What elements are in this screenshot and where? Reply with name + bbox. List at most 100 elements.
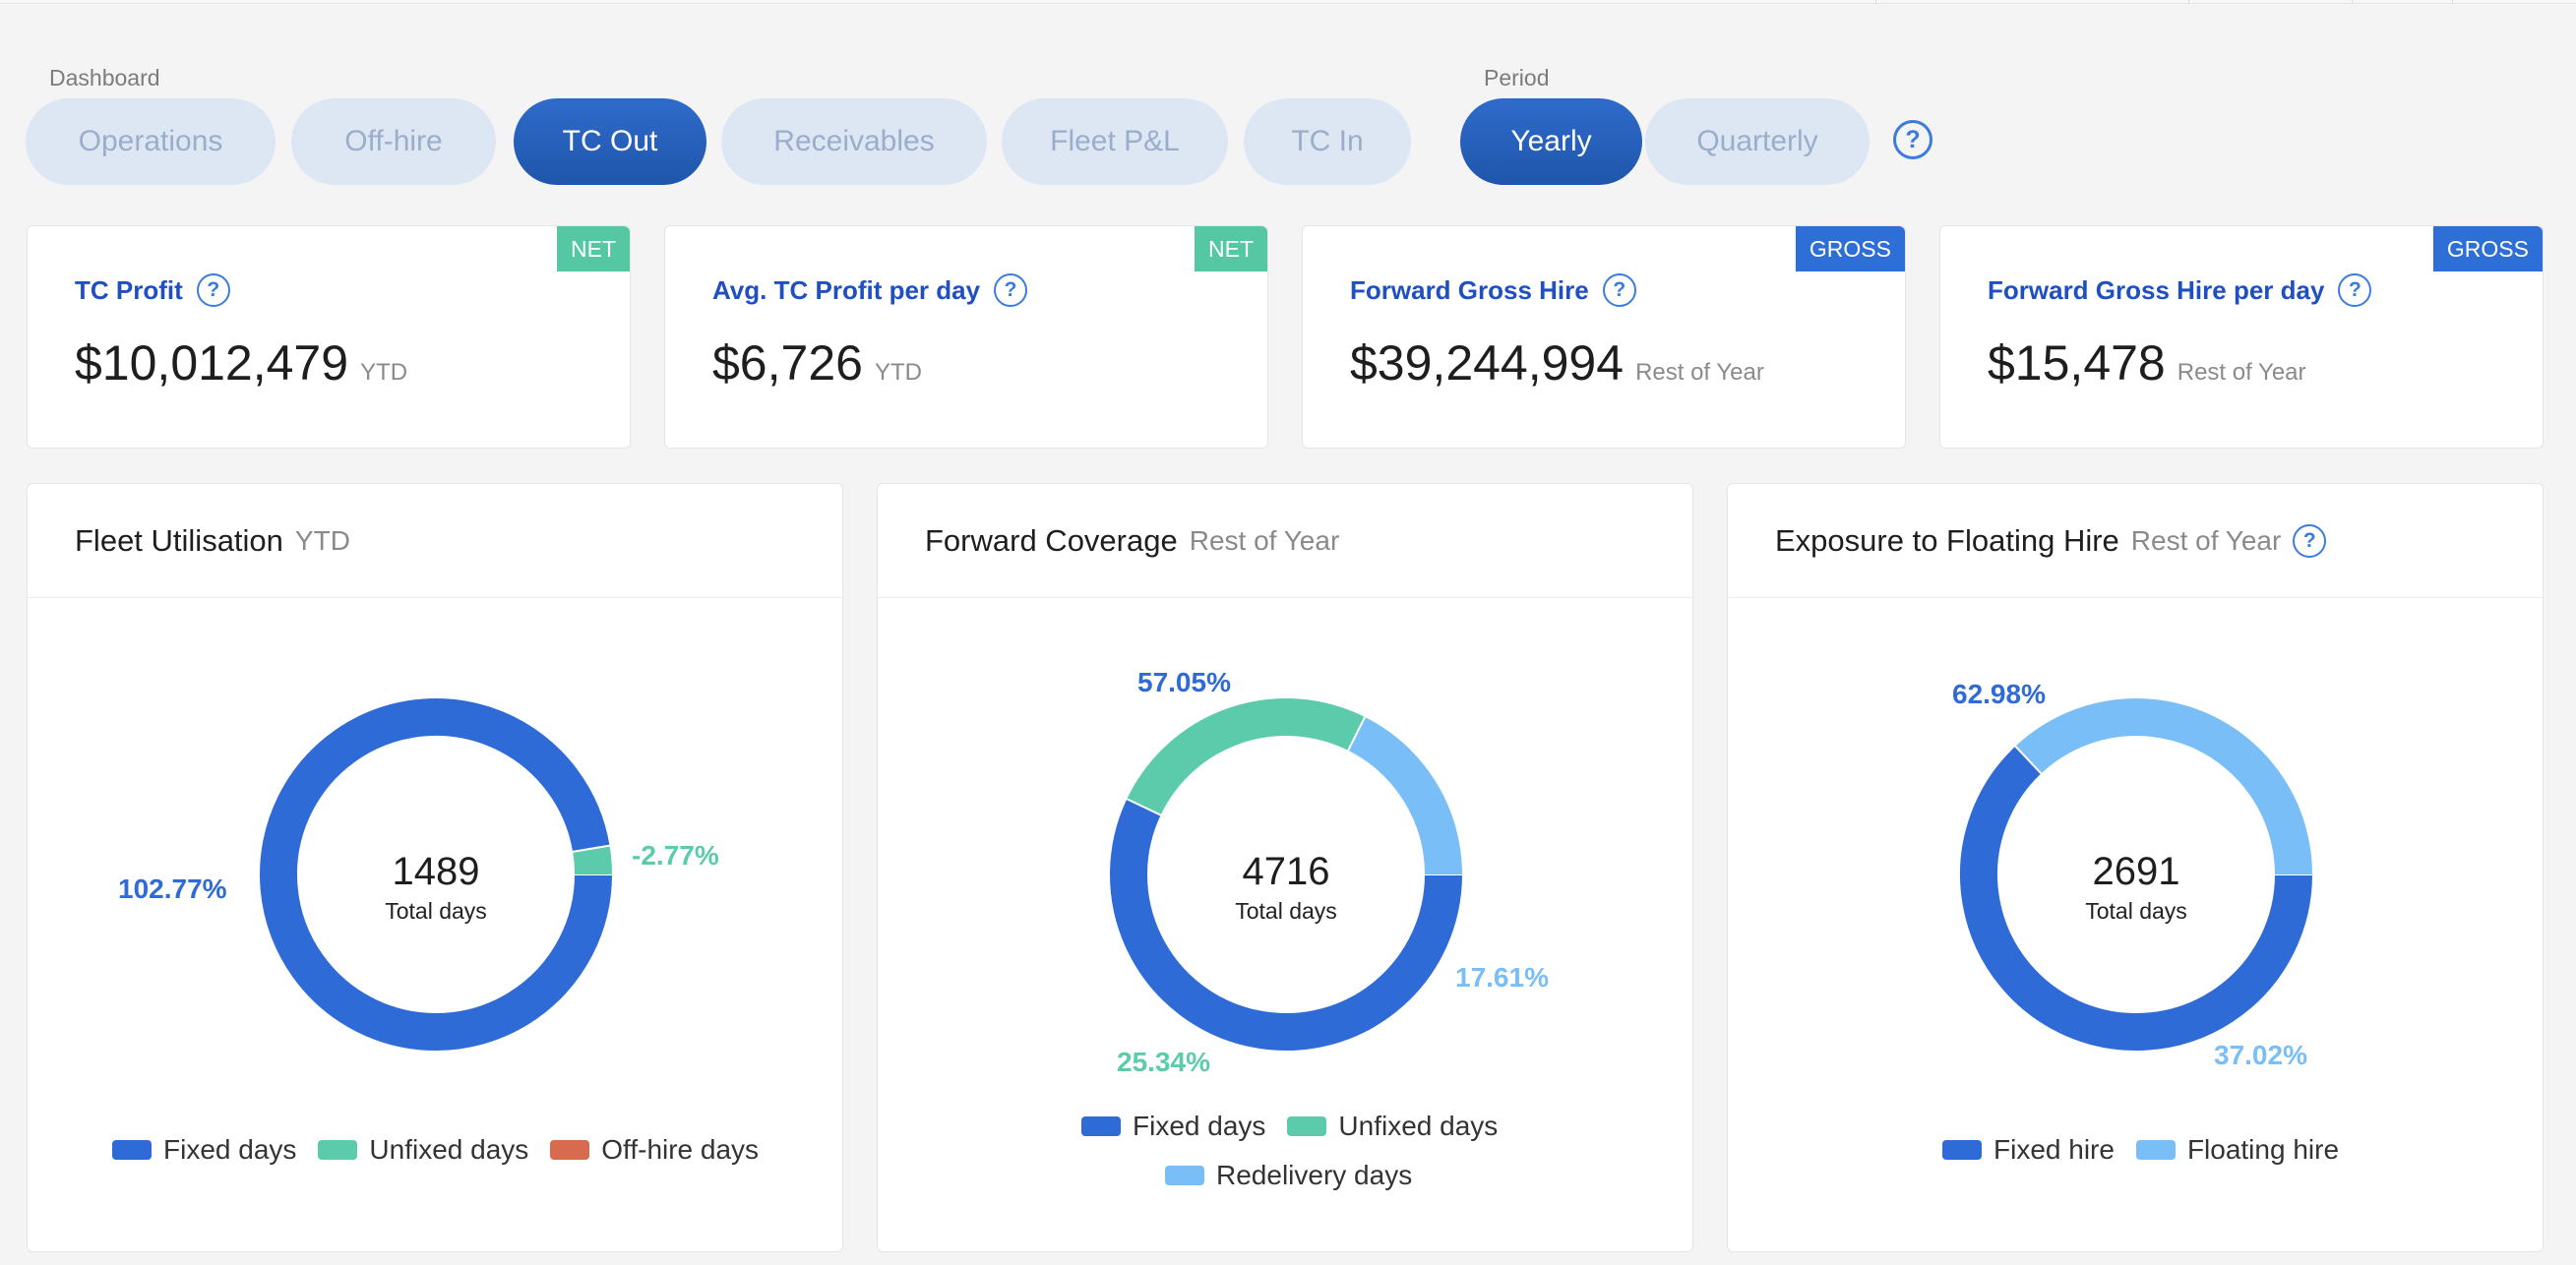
badge: NET	[1195, 226, 1267, 271]
card-title: Forward Coverage	[925, 522, 1178, 558]
card-subtitle: YTD	[294, 524, 350, 556]
data-label: 37.02%	[2214, 1040, 2307, 1070]
legend: Fixed days Unfixed days Off-hire days	[112, 1134, 780, 1166]
tab-tc-in[interactable]: TC In	[1244, 98, 1411, 185]
total-days-value: 1489	[392, 850, 480, 893]
tab-receivables[interactable]: Receivables	[721, 98, 987, 185]
question-circle-icon[interactable]: ?	[196, 273, 230, 307]
total-days-value: 2691	[2092, 850, 2180, 893]
badge: GROSS	[2432, 226, 2543, 271]
donut-slice-unfixed-days[interactable]	[573, 845, 612, 875]
donut-slice-floating-hire[interactable]	[2015, 698, 2312, 875]
donut-slice-fixed-hire[interactable]	[1960, 746, 2312, 1051]
legend: Fixed hire Floating hire	[1942, 1134, 2361, 1166]
kpi-value: $6,726	[712, 335, 863, 391]
legend-swatch	[1081, 1116, 1121, 1136]
top-divider	[2452, 0, 2453, 4]
kpi-title: Forward Gross Hire	[1350, 274, 1589, 305]
card-exposure-floating-hire: Exposure to Floating Hire Rest of Year ?…	[1727, 483, 2544, 1252]
tab-tc-out[interactable]: TC Out	[514, 98, 706, 185]
card-fleet-utilisation: Fleet Utilisation YTD 1489 Total days 10…	[27, 483, 843, 1252]
kpi-card-forward-gross-hire-per-day: GROSS Forward Gross Hire per day? $15,47…	[1939, 225, 2544, 449]
data-label: 25.34%	[1117, 1047, 1210, 1077]
data-label: 102.77%	[118, 873, 227, 904]
legend-item[interactable]: Unfixed days	[318, 1134, 528, 1166]
total-days-value: 4716	[1242, 850, 1330, 893]
tab-off-hire[interactable]: Off-hire	[291, 98, 496, 185]
legend: Redelivery days	[1165, 1160, 1434, 1191]
kpi-title: Avg. TC Profit per day	[712, 274, 981, 305]
legend-label: Unfixed days	[369, 1134, 529, 1165]
kpi-card-tc-profit: NET TC Profit? $10,012,479 YTD	[27, 225, 631, 449]
total-days-label: Total days	[1235, 898, 1337, 924]
kpi-title: Forward Gross Hire per day	[1988, 274, 2325, 305]
legend-swatch	[2135, 1140, 2176, 1160]
question-circle-icon[interactable]: ?	[2338, 273, 2372, 307]
kpi-suffix: YTD	[360, 359, 408, 386]
kpi-value: $39,244,994	[1350, 335, 1625, 391]
legend-label: Fixed days	[163, 1134, 297, 1165]
legend-item[interactable]: Floating hire	[2135, 1134, 2340, 1166]
question-circle-icon[interactable]: ?	[1893, 120, 1932, 159]
data-label: -2.77%	[632, 840, 719, 871]
tab-operations[interactable]: Operations	[26, 98, 276, 185]
legend-item[interactable]: Off-hire days	[550, 1134, 759, 1166]
total-days-label: Total days	[2085, 898, 2187, 924]
legend-label: Redelivery days	[1216, 1160, 1413, 1190]
legend-swatch	[1165, 1166, 1204, 1185]
badge: NET	[557, 226, 630, 271]
question-circle-icon[interactable]: ?	[1602, 273, 1636, 307]
legend-item[interactable]: Unfixed days	[1287, 1111, 1498, 1142]
kpi-suffix: Rest of Year	[1635, 359, 1764, 386]
question-circle-icon[interactable]: ?	[2293, 523, 2327, 558]
data-label: 57.05%	[1137, 667, 1231, 697]
legend-item[interactable]: Redelivery days	[1165, 1160, 1412, 1191]
legend-label: Floating hire	[2186, 1134, 2340, 1165]
donut-chart	[1960, 698, 2312, 1051]
donut-separator	[2014, 745, 2043, 775]
legend-item[interactable]: Fixed hire	[1942, 1134, 2115, 1166]
tab-yearly[interactable]: Yearly	[1460, 98, 1642, 185]
data-label: 17.61%	[1455, 962, 1549, 993]
kpi-suffix: Rest of Year	[2177, 359, 2306, 386]
question-circle-icon[interactable]: ?	[994, 273, 1028, 307]
legend-swatch	[318, 1140, 358, 1160]
donut-slice-fixed-days[interactable]	[1110, 799, 1462, 1051]
total-days-label: Total days	[385, 898, 487, 924]
donut-slice-redelivery-days[interactable]	[1347, 716, 1462, 875]
card-title: Fleet Utilisation	[75, 522, 283, 558]
kpi-card-forward-gross-hire: GROSS Forward Gross Hire? $39,244,994 Res…	[1302, 225, 1906, 449]
legend-swatch	[112, 1140, 152, 1160]
card-subtitle: Rest of Year	[1189, 524, 1340, 556]
top-border	[0, 0, 2576, 4]
kpi-card-avg-tc-profit: NET Avg. TC Profit per day? $6,726 YTD	[664, 225, 1268, 449]
tab-fleet-pl[interactable]: Fleet P&L	[1002, 98, 1228, 185]
legend-item[interactable]: Fixed days	[112, 1134, 296, 1166]
kpi-value: $15,478	[1988, 335, 2166, 391]
donut-chart	[1110, 698, 1462, 1051]
legend-label: Fixed hire	[1993, 1134, 2115, 1165]
tab-quarterly[interactable]: Quarterly	[1645, 98, 1870, 185]
legend-item[interactable]: Fixed days	[1081, 1111, 1265, 1142]
legend-swatch	[1287, 1116, 1327, 1136]
donut-separator	[1126, 798, 1162, 816]
kpi-value: $10,012,479	[75, 335, 349, 391]
period-label: Period	[1484, 65, 1550, 90]
donut-chart	[260, 698, 612, 1051]
card-subtitle: Rest of Year	[2130, 524, 2282, 556]
card-title: Exposure to Floating Hire	[1775, 522, 2119, 558]
donut-separator	[1347, 716, 1367, 752]
top-divider	[2352, 0, 2353, 4]
legend: Fixed days Unfixed days	[1081, 1111, 1519, 1142]
donut-slice-unfixed-days[interactable]	[1127, 698, 1366, 815]
dashboard-label: Dashboard	[49, 65, 160, 90]
top-divider	[2188, 0, 2189, 4]
legend-swatch	[1942, 1140, 1982, 1160]
kpi-title: TC Profit	[75, 274, 183, 305]
donut-slice-fixed-days[interactable]	[260, 698, 612, 1051]
legend-label: Unfixed days	[1338, 1111, 1499, 1141]
card-forward-coverage: Forward Coverage Rest of Year 4716 Total…	[877, 483, 1693, 1252]
donut-separator	[572, 844, 610, 853]
badge: GROSS	[1795, 226, 1905, 271]
top-divider	[1875, 0, 1876, 4]
